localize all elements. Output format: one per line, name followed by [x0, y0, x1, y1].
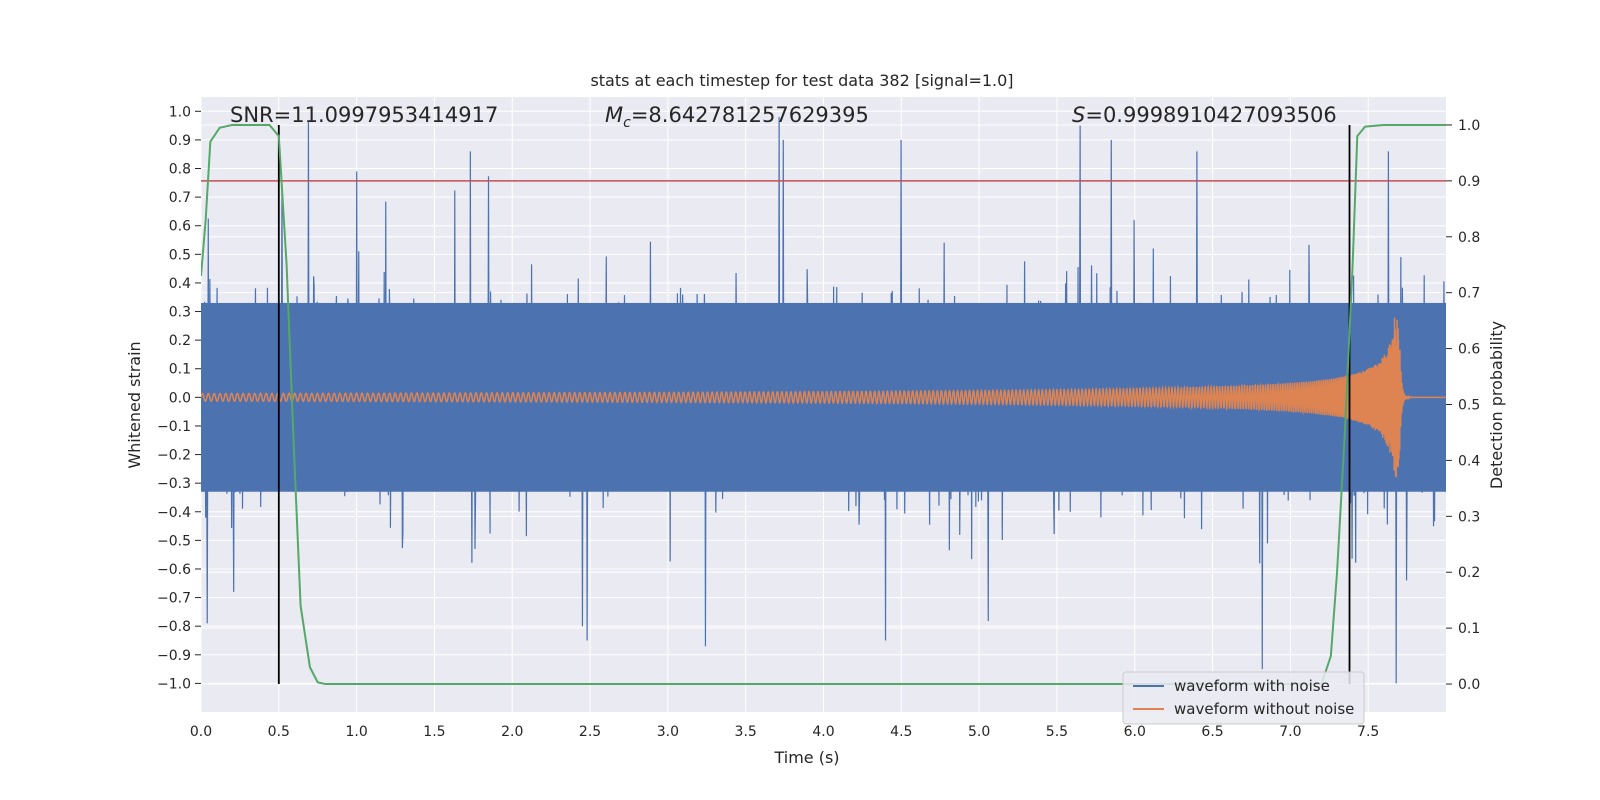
- y-tick-label: 0.6: [169, 219, 191, 235]
- chart-title: stats at each timestep for test data 382…: [590, 71, 1013, 90]
- y-tick-label: −0.5: [157, 533, 191, 549]
- chirp-line: [201, 317, 1446, 478]
- score-value: =0.9998910427093506: [1085, 103, 1336, 127]
- x-tick-label: 4.5: [890, 724, 912, 740]
- probability-line: [201, 123, 1446, 686]
- y-right-tick-label: 0.6: [1458, 342, 1480, 358]
- y-tick-label: −0.8: [157, 619, 191, 635]
- x-tick-label: 1.0: [345, 724, 367, 740]
- legend-label-noise: waveform with noise: [1174, 677, 1330, 695]
- score-symbol: S: [1072, 103, 1085, 127]
- y-tick-label: −0.9: [157, 648, 191, 664]
- y-tick-label: 0.9: [169, 133, 191, 149]
- y-right-tick-label: 0.3: [1458, 509, 1480, 525]
- y-tick-label: −0.1: [157, 419, 191, 435]
- x-tick-label: 2.5: [579, 724, 601, 740]
- y-tick-label: 0.0: [169, 390, 191, 406]
- chirp-mass-symbol: M: [605, 103, 623, 127]
- x-tick-label: 2.0: [501, 724, 523, 740]
- y-right-tick-label: 0.5: [1458, 398, 1480, 414]
- y-right-tick-label: 0.1: [1458, 621, 1480, 637]
- y-right-tick-label: 0.7: [1458, 286, 1480, 302]
- y-axis-title: Whitened strain: [125, 341, 144, 468]
- x-tick-label: 6.0: [1124, 724, 1146, 740]
- x-tick-label: 3.0: [657, 724, 679, 740]
- waveform-without-noise-series: [201, 317, 1446, 478]
- y-tick-label: 1.0: [169, 104, 191, 120]
- y-right-tick-label: 0.4: [1458, 453, 1480, 469]
- snr-annotation: SNR=11.0997953414917: [230, 103, 498, 127]
- legend-label-clean: waveform without noise: [1174, 700, 1354, 718]
- y-right-tick-label: 0.2: [1458, 565, 1480, 581]
- y-tick-label: 0.8: [169, 162, 191, 178]
- chirp-mass-annotation: Mc=8.642781257629395: [605, 103, 869, 131]
- x-tick-label: 5.0: [968, 724, 990, 740]
- y-tick-label: 0.7: [169, 190, 191, 206]
- detection-probability-series: [201, 123, 1446, 686]
- x-tick-label: 3.5: [735, 724, 757, 740]
- x-tick-label: 6.5: [1201, 724, 1223, 740]
- y-tick-label: −0.7: [157, 591, 191, 607]
- y-tick-label: 0.4: [169, 276, 191, 292]
- x-tick-label: 5.5: [1046, 724, 1068, 740]
- y-right-tick-label: 0.9: [1458, 174, 1480, 190]
- axes-layer: 0.0 0.5 1.0 1.5 2.0 2.5 3.0 3.5 4.0 4.5 5.0 5.5 6.0 6…: [157, 104, 1480, 740]
- y-tick-label: 0.5: [169, 247, 191, 263]
- legend-box: [1122, 671, 1365, 725]
- y-axis-right-title: Detection probability: [1487, 321, 1506, 489]
- y-tick-label: −0.2: [157, 448, 191, 464]
- x-tick-label: 4.0: [812, 724, 834, 740]
- y-right-tick-label: 0.0: [1458, 677, 1480, 693]
- y-right-tick-label: 0.8: [1458, 230, 1480, 246]
- y-tick-label: 0.1: [169, 362, 191, 378]
- x-tick-label: 1.5: [423, 724, 445, 740]
- legend: waveform with noise waveform without noi…: [1122, 671, 1365, 725]
- x-tick-label: 7.5: [1357, 724, 1379, 740]
- x-tick-label: 0.5: [268, 724, 290, 740]
- x-tick-label: 7.0: [1279, 724, 1301, 740]
- y-right-tick-label: 1.0: [1458, 118, 1480, 134]
- y-tick-label: 0.2: [169, 333, 191, 349]
- y-tick-label: −0.4: [157, 505, 191, 521]
- chirp-mass-subscript: c: [623, 115, 631, 131]
- x-tick-label: 0.0: [190, 724, 212, 740]
- y-tick-label: −0.6: [157, 562, 191, 578]
- y-tick-label: −0.3: [157, 476, 191, 492]
- y-tick-label: 0.3: [169, 305, 191, 321]
- x-axis-title: Time (s): [773, 748, 839, 767]
- chirp-mass-value: =8.642781257629395: [631, 103, 869, 127]
- score-annotation: S=0.9998910427093506: [1072, 103, 1337, 127]
- y-tick-label: −1.0: [157, 676, 191, 692]
- vertical-marker-layer: [277, 124, 1351, 685]
